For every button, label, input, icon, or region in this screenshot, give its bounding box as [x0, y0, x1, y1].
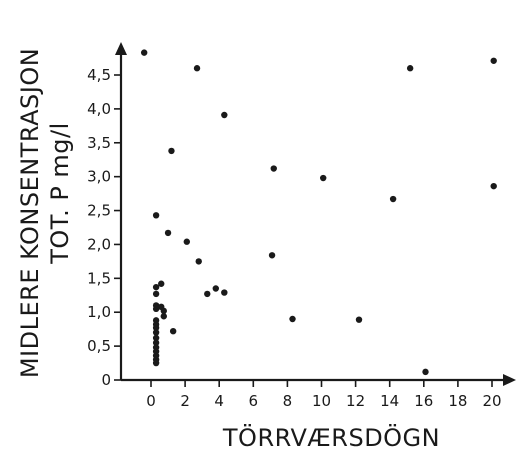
x-tick-label: 4: [214, 392, 224, 410]
data-point: [406, 65, 414, 72]
data-point: [289, 315, 296, 323]
y-tick-label: 1,0: [87, 303, 111, 321]
data-point: [140, 49, 148, 56]
y-tick-label: 0,5: [87, 337, 111, 355]
y-axis-title: MIDLERE KONSENTRASJON TOT. P mg/l: [16, 48, 74, 378]
data-point: [204, 290, 211, 298]
x-tick-label: 14: [380, 392, 399, 410]
data-point: [164, 229, 172, 237]
x-axis-arrow: [503, 374, 516, 386]
axes: [115, 42, 516, 386]
data-point: [160, 307, 167, 315]
data-point: [152, 283, 160, 291]
x-tick-label: 10: [312, 392, 331, 410]
data-point: [158, 280, 165, 287]
y-tick-label: 0: [101, 371, 111, 389]
data-point: [389, 195, 397, 203]
data-point: [212, 285, 219, 292]
data-point: [160, 313, 167, 320]
data-point: [152, 334, 160, 342]
data-point: [320, 174, 327, 182]
y-tick-label: 2,5: [87, 202, 111, 220]
data-point: [490, 57, 497, 64]
data-point: [152, 290, 160, 298]
x-tick-label: 6: [249, 392, 259, 410]
y-axis-arrow: [115, 42, 127, 55]
y-axis-title-line-1: MIDLERE KONSENTRASJON: [16, 48, 44, 378]
x-ticks: 0 2 4 6 8 10 12 14 16 18 20: [146, 380, 502, 410]
y-tick-label: 3,5: [87, 134, 111, 152]
x-axis-title: TÖRRVÆRSDÖGN: [222, 423, 440, 452]
y-tick-label: 4,5: [87, 66, 111, 84]
data-point: [152, 324, 160, 332]
y-ticks: 0 0,5 1,0 1,5 2,0 2,5 3,0 3,5 4,0 4,5: [87, 66, 121, 389]
x-tick-label: 0: [146, 392, 156, 410]
x-tick-label: 8: [283, 392, 293, 410]
x-tick-label: 20: [482, 392, 501, 410]
data-point: [152, 305, 160, 313]
data-point: [490, 182, 497, 190]
y-tick-label: 3,0: [87, 168, 111, 186]
y-tick-label: 1,5: [87, 269, 111, 287]
data-point: [183, 238, 191, 245]
data-point: [152, 212, 160, 219]
x-tick-label: 18: [448, 392, 467, 410]
data-point: [195, 258, 202, 265]
data-point: [152, 329, 160, 336]
x-tick-label: 12: [346, 392, 365, 410]
data-point: [422, 368, 429, 376]
data-point: [270, 165, 277, 172]
data-point: [268, 252, 276, 259]
data-point: [152, 359, 160, 367]
y-axis-title-line-2: TOT. P mg/l: [46, 122, 74, 265]
y-tick-label: 2,0: [87, 235, 111, 253]
data-point: [221, 111, 228, 119]
x-tick-label: 16: [414, 392, 433, 410]
data-point: [193, 65, 201, 72]
data-point: [168, 147, 175, 155]
data-point: [355, 316, 363, 323]
data-point: [169, 328, 177, 335]
data-points: [140, 49, 497, 376]
data-point: [221, 289, 228, 296]
y-tick-label: 4,0: [87, 100, 111, 118]
x-tick-label: 2: [180, 392, 190, 410]
data-point: [152, 339, 160, 346]
